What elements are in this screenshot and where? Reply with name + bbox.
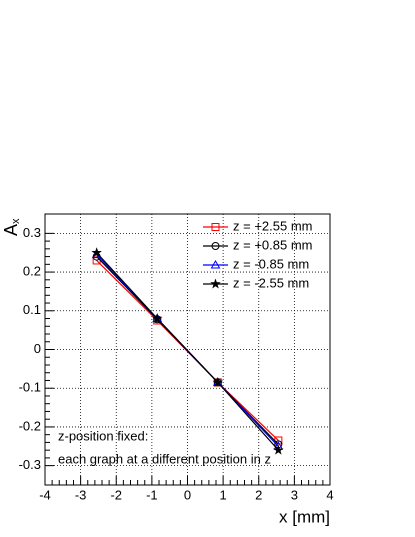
y-tick-label: -0.3: [19, 457, 41, 472]
x-tick-label: 2: [255, 487, 262, 502]
x-axis-label: x [mm]: [279, 507, 330, 526]
legend-label: z = +0.85 mm: [233, 237, 312, 252]
y-tick-label: 0.1: [23, 302, 41, 317]
x-tick-label: 4: [326, 487, 333, 502]
legend-label: z = -0.85 mm: [233, 256, 309, 271]
x-tick-label: -1: [146, 487, 158, 502]
x-tick-label: 0: [184, 487, 191, 502]
marker: [91, 247, 102, 258]
annotation: z-position fixed:: [58, 428, 148, 443]
annotation: each graph at a different position in z: [58, 451, 271, 466]
y-tick-label: 0.2: [23, 264, 41, 279]
y-axis-label: Ax: [1, 218, 22, 236]
y-label-sub: x: [10, 218, 22, 224]
y-tick-label: 0.3: [23, 225, 41, 240]
marker: [211, 242, 220, 250]
marker: [210, 259, 221, 269]
x-tick-label: 3: [291, 487, 298, 502]
y-tick-label: -0.2: [19, 418, 41, 433]
marker: [273, 444, 284, 455]
y-tick-label: 0: [34, 341, 41, 356]
series-line: [96, 252, 279, 451]
x-tick-label: -2: [110, 487, 122, 502]
x-tick-label: -4: [39, 487, 51, 502]
marker: [151, 313, 163, 323]
marker: [210, 278, 221, 289]
legend-label: z = -2.55 mm: [233, 275, 309, 290]
x-tick-label: -3: [75, 487, 87, 502]
y-tick-label: -0.1: [19, 380, 41, 395]
x-tick-label: 1: [220, 487, 227, 502]
y-label-main: A: [1, 224, 21, 236]
marker: [211, 223, 220, 231]
marker: [212, 376, 224, 387]
legend-label: z = +2.55 mm: [233, 218, 312, 233]
